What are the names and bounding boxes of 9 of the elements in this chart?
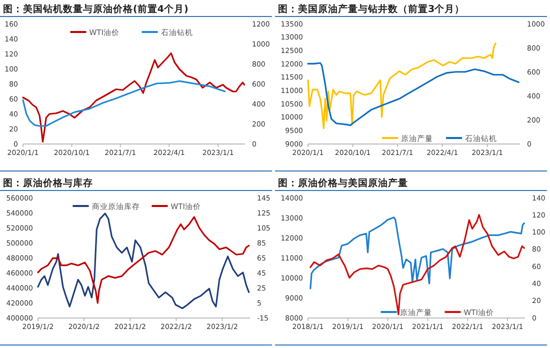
- line-series: [22, 80, 226, 127]
- line-series: [307, 62, 520, 126]
- line-series: [307, 42, 496, 130]
- chart-title: 图：原油价格与库存: [3, 177, 93, 189]
- chart-title: 图：原油价格与美国原油产量: [278, 177, 408, 189]
- line-series: [310, 216, 526, 290]
- line-series: [310, 214, 526, 316]
- chart-title: 图：美国原油产量与钻井数（前置3个月）: [278, 3, 465, 15]
- chart-title: 图：美国钻机数量与原油价格(前置4个月): [3, 3, 188, 15]
